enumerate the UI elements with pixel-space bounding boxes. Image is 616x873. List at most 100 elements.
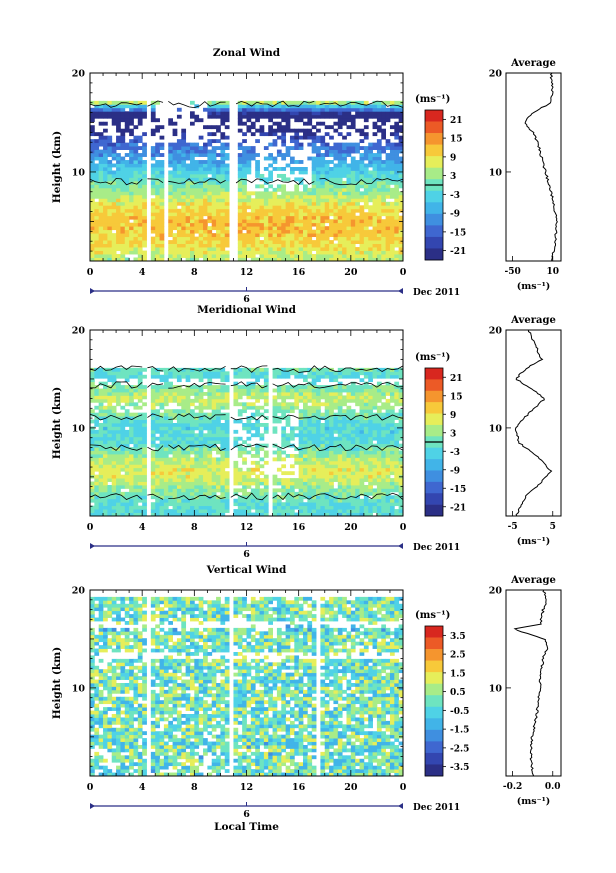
heatmap-cell <box>103 222 108 227</box>
heatmap-cell <box>155 128 160 133</box>
heatmap-cell <box>324 478 330 482</box>
heatmap-cell <box>333 219 339 224</box>
heatmap-cell <box>329 125 334 130</box>
heatmap-cell <box>98 226 104 231</box>
heatmap-cell <box>211 125 217 130</box>
heatmap-cell <box>350 121 356 126</box>
heatmap-cell <box>298 409 304 414</box>
heatmap-cell <box>124 371 130 376</box>
heatmap-cell <box>198 208 204 213</box>
heatmap-cell <box>363 254 369 258</box>
heatmap-cell <box>250 132 256 137</box>
heatmap-cell <box>250 219 256 224</box>
heatmap-cell <box>120 395 126 400</box>
heatmap-cell <box>359 132 365 137</box>
heatmap-cell <box>207 447 213 451</box>
heatmap-cell <box>103 429 108 434</box>
heatmap-cell <box>376 104 382 109</box>
heatmap-cell <box>94 436 100 441</box>
heatmap-cell <box>172 222 178 227</box>
heatmap-cell <box>268 156 273 161</box>
heatmap-cell <box>207 481 213 486</box>
average-y-tick-label: 20 <box>489 69 503 80</box>
heatmap-cell <box>124 212 130 217</box>
heatmap-cell <box>342 187 347 192</box>
heatmap-cell <box>307 128 313 133</box>
heatmap-cell <box>333 243 339 248</box>
heatmap-cell <box>163 447 169 451</box>
heatmap-cell <box>398 250 404 255</box>
heatmap-cell <box>237 240 243 244</box>
heatmap-cell <box>98 392 104 396</box>
heatmap-cell <box>137 191 143 196</box>
heatmap-cell <box>359 388 365 393</box>
heatmap-cell <box>385 254 391 258</box>
heatmap-cell <box>216 402 221 407</box>
heatmap-cell <box>98 447 104 451</box>
date-bar-right-arrow <box>398 288 403 294</box>
heatmap-cell <box>220 474 226 479</box>
heatmap-cell <box>90 184 95 189</box>
heatmap-cell <box>289 229 295 234</box>
heatmap-cell <box>216 392 221 396</box>
heatmap-cell <box>168 460 173 465</box>
heatmap-cell <box>237 233 243 238</box>
heatmap-cell <box>281 201 287 206</box>
heatmap-cell <box>198 426 204 431</box>
heatmap-cell <box>203 142 208 147</box>
heatmap-cell <box>120 205 126 210</box>
heatmap-cell <box>181 474 187 479</box>
heatmap-cell <box>159 478 165 482</box>
heatmap-cell <box>237 215 243 220</box>
heatmap-cell <box>324 212 330 217</box>
heatmap-cell <box>124 423 130 427</box>
heatmap-cell <box>137 153 143 157</box>
heatmap-cell <box>329 467 334 472</box>
heatmap-cell <box>168 177 173 182</box>
heatmap-cell <box>233 367 239 372</box>
heatmap-cell <box>198 498 204 503</box>
heatmap-cell <box>394 229 400 234</box>
heatmap-cell <box>385 215 391 220</box>
heatmap-cell <box>350 460 356 465</box>
heatmap-cell <box>350 367 356 372</box>
heatmap-cell <box>107 114 113 119</box>
heatmap-cell <box>242 426 247 431</box>
heatmap-cell <box>255 198 260 203</box>
heatmap-cell <box>298 247 304 251</box>
heatmap-cell <box>103 498 108 503</box>
heatmap-cell <box>155 457 160 462</box>
heatmap-cell <box>220 201 226 206</box>
heatmap-cell <box>281 505 287 510</box>
heatmap-cell <box>376 100 382 105</box>
heatmap-cell <box>133 226 139 231</box>
heatmap-cell <box>181 495 187 500</box>
heatmap-cell <box>150 222 156 227</box>
heatmap-cell <box>316 128 321 133</box>
heatmap-cell <box>307 457 313 462</box>
heatmap-cell <box>250 226 256 231</box>
heatmap-cell <box>224 173 230 178</box>
heatmap-cell <box>303 170 308 175</box>
heatmap-cell <box>268 173 273 178</box>
heatmap-cell <box>263 454 269 458</box>
heatmap-cell <box>337 146 343 150</box>
heatmap-cell <box>237 142 243 147</box>
heatmap-cell <box>263 146 269 150</box>
heatmap-cell <box>281 409 287 414</box>
heatmap-cell <box>142 392 147 396</box>
heatmap-cell <box>372 229 378 234</box>
heatmap-cell <box>176 467 182 472</box>
heatmap-cell <box>224 416 230 420</box>
heatmap-cell <box>246 146 252 150</box>
heatmap-cell <box>355 111 360 116</box>
heatmap-cell <box>98 201 104 206</box>
heatmap-cell <box>207 464 213 469</box>
heatmap-cell <box>124 163 130 168</box>
heatmap-cell <box>216 447 221 451</box>
heatmap-cell <box>346 392 352 396</box>
heatmap-cell <box>320 481 326 486</box>
heatmap-cell <box>155 243 160 248</box>
heatmap-cell <box>203 184 208 189</box>
heatmap-cell <box>142 450 147 455</box>
